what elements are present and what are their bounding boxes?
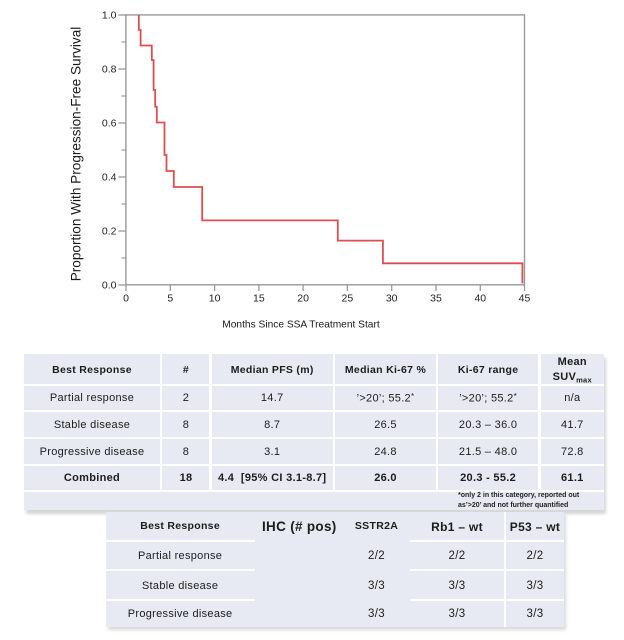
- svg-text:0.2: 0.2: [102, 226, 117, 238]
- svg-text:40: 40: [474, 293, 486, 305]
- svg-text:20: 20: [297, 293, 309, 305]
- svg-text:0: 0: [123, 293, 129, 305]
- svg-text:0.6: 0.6: [102, 118, 117, 130]
- svg-text:35: 35: [430, 293, 442, 305]
- svg-text:0.8: 0.8: [102, 64, 117, 76]
- svg-text:45: 45: [519, 293, 531, 305]
- svg-text:Proportion With Progression-Fr: Proportion With Progression-Free Surviva…: [69, 27, 84, 282]
- svg-text:30: 30: [386, 293, 398, 305]
- svg-text:10: 10: [209, 293, 221, 305]
- svg-text:0.0: 0.0: [102, 280, 117, 292]
- svg-text:Months Since SSA Treatment Sta: Months Since SSA Treatment Start: [222, 319, 380, 330]
- svg-text:1.0: 1.0: [102, 10, 117, 22]
- svg-text:5: 5: [167, 293, 173, 305]
- svg-text:0.4: 0.4: [102, 172, 117, 184]
- svg-text:15: 15: [253, 293, 265, 305]
- svg-text:25: 25: [342, 293, 354, 305]
